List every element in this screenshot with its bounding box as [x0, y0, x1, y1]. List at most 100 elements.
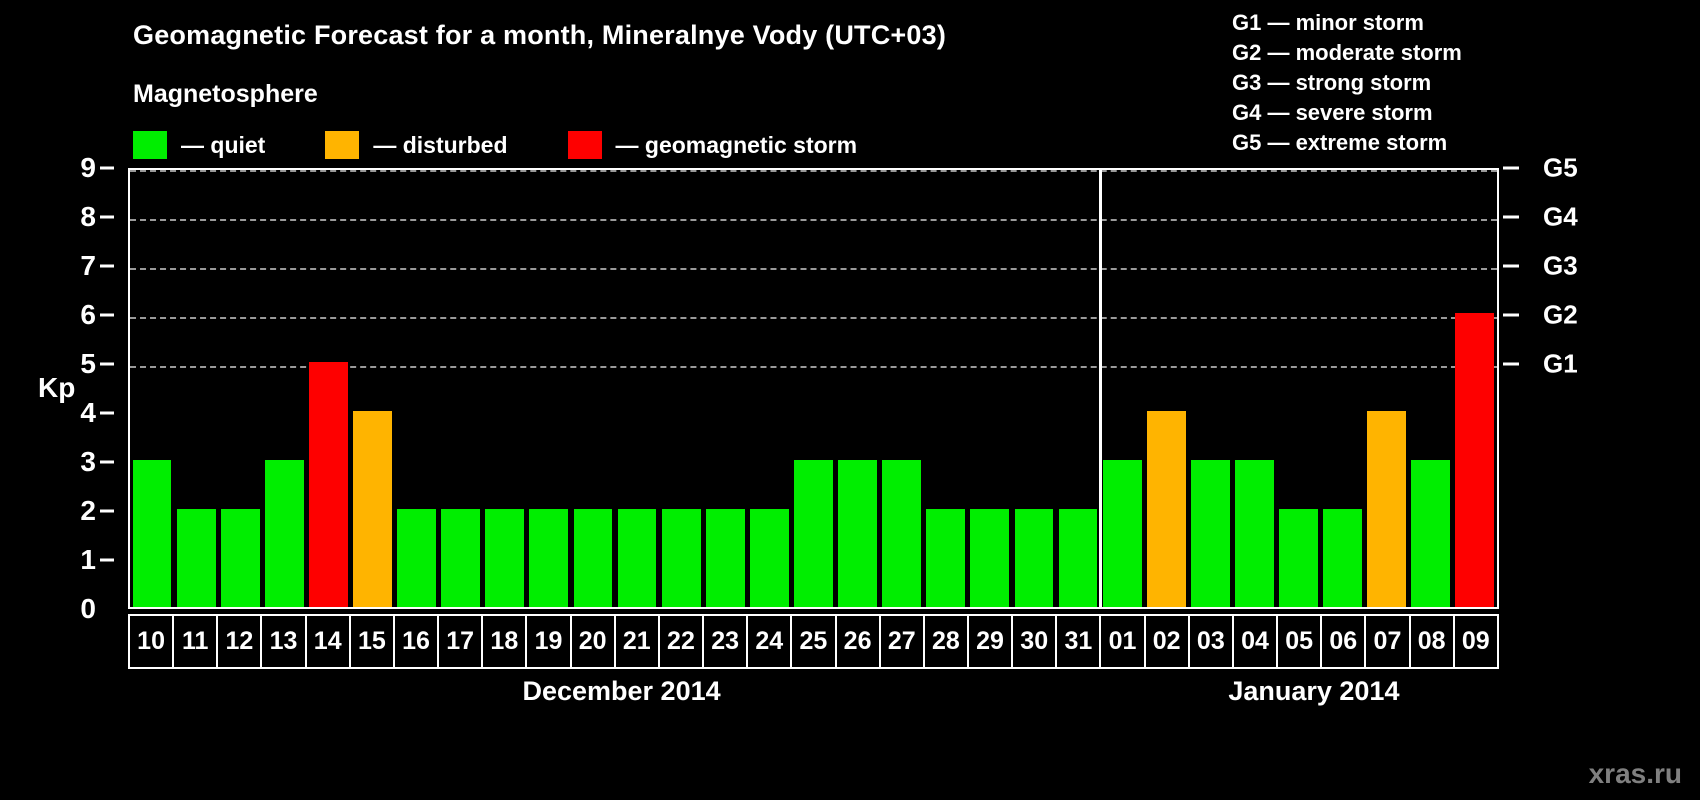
- y-tick-mark-9: [100, 166, 114, 170]
- gridline-kp-7: [130, 268, 1497, 270]
- g-tick-mark-G3: [1503, 264, 1519, 268]
- bar-cell: [1453, 170, 1497, 607]
- bar-cell: [1321, 170, 1365, 607]
- bar-04: [1234, 460, 1274, 607]
- legend-swatch-quiet: [133, 131, 167, 159]
- date-label-09: 09: [1452, 614, 1499, 669]
- date-label-28: 28: [922, 614, 969, 669]
- date-label-23: 23: [702, 614, 749, 669]
- date-label-14: 14: [304, 614, 351, 669]
- y-tick-mark-8: [100, 215, 114, 219]
- legend-item-disturbed: — disturbed: [325, 131, 508, 159]
- bar-cell: [395, 170, 439, 607]
- bar-cell: [880, 170, 924, 607]
- bar-24: [749, 509, 789, 607]
- y-tick-label-4: 4: [80, 397, 96, 428]
- bar-cell: [483, 170, 527, 607]
- date-label-24: 24: [746, 614, 793, 669]
- y-tick-label-5: 5: [80, 348, 96, 379]
- bar-cell: [1188, 170, 1232, 607]
- storm-scale-line-5: G5 — extreme storm: [1232, 130, 1448, 155]
- bar-cell: [836, 170, 880, 607]
- bar-02: [1146, 411, 1186, 607]
- g-tick-mark-G1: [1503, 362, 1519, 366]
- y-tick-label-8: 8: [80, 201, 96, 232]
- bar-18: [485, 509, 525, 607]
- page-title: Geomagnetic Forecast for a month, Minera…: [133, 20, 947, 50]
- bar-cell: [1276, 170, 1320, 607]
- legend-label-disturbed: — disturbed: [373, 131, 508, 158]
- date-label-13: 13: [260, 614, 307, 669]
- y-tick-mark-3: [100, 460, 114, 464]
- bar-cell: [130, 170, 174, 607]
- date-label-04: 04: [1231, 614, 1279, 669]
- date-label-27: 27: [878, 614, 925, 669]
- bar-06: [1323, 509, 1362, 607]
- bar-28: [926, 509, 966, 607]
- date-label-02: 02: [1143, 614, 1190, 669]
- bar-cell: [1365, 170, 1409, 607]
- bar-cell: [306, 170, 350, 607]
- bar-08: [1411, 460, 1451, 607]
- bar-05: [1279, 509, 1318, 607]
- watermark: xras.ru: [1588, 758, 1682, 789]
- y-tick-label-7: 7: [80, 250, 96, 281]
- bar-cell: [218, 170, 262, 607]
- bar-13: [264, 460, 304, 607]
- bar-cell: [615, 170, 659, 607]
- date-label-21: 21: [613, 614, 660, 669]
- bar-cell: [350, 170, 394, 607]
- month-labels: December 2014 January 2014: [128, 676, 1499, 716]
- date-label-20: 20: [569, 614, 616, 669]
- date-label-11: 11: [172, 614, 219, 669]
- bar-cell: [174, 170, 218, 607]
- bar-16: [397, 509, 436, 607]
- storm-scale-legend: G1 — minor storm G2 — moderate storm G3 — …: [1232, 8, 1462, 158]
- bar-14: [309, 362, 348, 607]
- y-tick-mark-1: [100, 558, 114, 562]
- bar-cell: [1056, 170, 1100, 607]
- legend-label-storm: — geomagnetic storm: [615, 131, 858, 158]
- date-label-05: 05: [1276, 614, 1323, 669]
- legend-swatch-disturbed: [325, 131, 360, 159]
- bar-07: [1367, 411, 1407, 607]
- y-tick-label-1: 1: [80, 544, 96, 575]
- month-label-2: January 2014: [1228, 676, 1400, 706]
- bar-23: [705, 509, 745, 607]
- date-label-10: 10: [128, 614, 175, 669]
- bar-cell: [1100, 170, 1144, 607]
- y-tick-mark-6: [100, 313, 114, 317]
- y-tick-label-9: 9: [80, 152, 96, 183]
- bar-01: [1102, 460, 1142, 607]
- gridline-kp-9: [130, 170, 1497, 172]
- storm-scale-line-3: G3 — strong storm: [1232, 70, 1432, 95]
- bar-cell: [439, 170, 483, 607]
- bar-19: [529, 509, 569, 607]
- y-tick-label-2: 2: [80, 495, 96, 526]
- bar-cell: [1144, 170, 1188, 607]
- legend-label-quiet: — quiet: [181, 131, 266, 158]
- bar-09: [1455, 313, 1495, 607]
- date-label-01: 01: [1099, 614, 1146, 669]
- bar-cell: [791, 170, 835, 607]
- bar-cell: [1232, 170, 1276, 607]
- date-label-12: 12: [216, 614, 263, 669]
- gridline-kp-5: [130, 366, 1497, 368]
- g-tick-label-G4: G4: [1543, 201, 1578, 232]
- bar-series: [130, 170, 1497, 607]
- date-label-18: 18: [481, 614, 528, 669]
- date-label-17: 17: [437, 614, 484, 669]
- bar-17: [441, 509, 481, 607]
- bar-cell: [571, 170, 615, 607]
- y-tick-mark-5: [100, 362, 114, 366]
- bar-cell: [1012, 170, 1056, 607]
- bar-cell: [1409, 170, 1453, 607]
- date-label-22: 22: [657, 614, 705, 669]
- y-tick-label-6: 6: [80, 299, 96, 330]
- date-label-06: 06: [1320, 614, 1367, 669]
- date-label-03: 03: [1187, 614, 1234, 669]
- bar-12: [220, 509, 260, 607]
- g-tick-mark-G4: [1503, 215, 1519, 219]
- month-label-1: December 2014: [522, 676, 721, 706]
- gridline-kp-6: [130, 317, 1497, 319]
